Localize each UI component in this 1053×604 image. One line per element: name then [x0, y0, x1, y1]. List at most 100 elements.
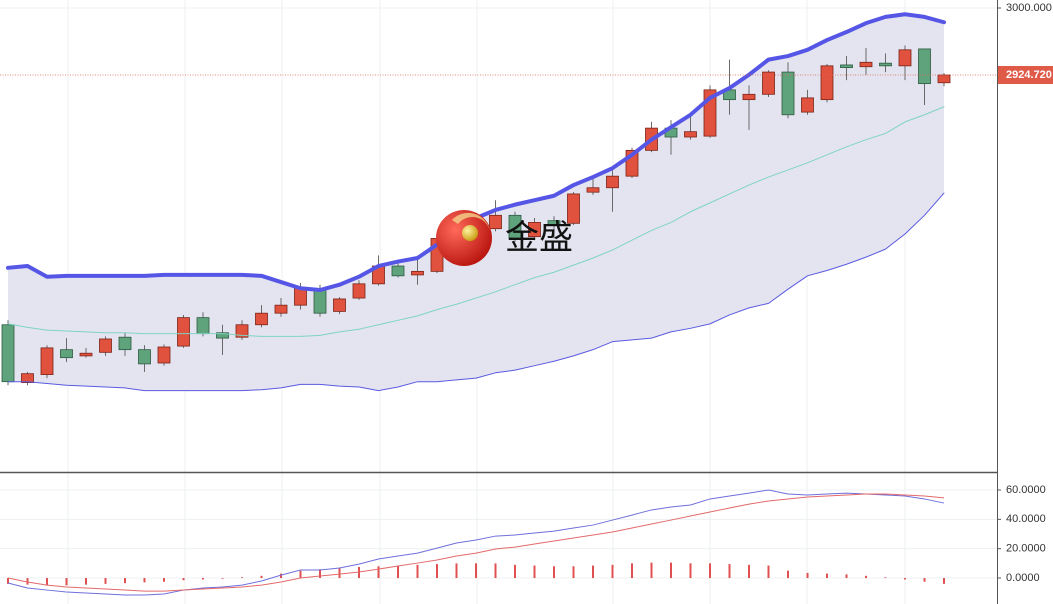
histogram-bar — [728, 564, 731, 579]
candle-body — [391, 265, 405, 277]
candle-body — [313, 288, 327, 314]
histogram-bar — [182, 578, 185, 581]
histogram-bar — [611, 564, 614, 579]
histogram-bar — [319, 569, 321, 579]
histogram-bar — [280, 573, 282, 579]
y-tick-label: 20.0000 — [1006, 543, 1046, 555]
histogram-bar — [26, 578, 29, 585]
candle-body — [352, 283, 366, 299]
histogram-bar — [572, 566, 575, 579]
histogram-bar — [514, 564, 516, 579]
histogram-bar — [884, 577, 887, 579]
candle-body — [118, 336, 132, 351]
band-line — [7, 192, 945, 392]
candle-body — [60, 349, 73, 359]
histogram-bar — [221, 578, 224, 579]
candle-body — [508, 214, 522, 239]
histogram-bar — [709, 563, 711, 579]
candle-body — [79, 352, 93, 357]
candle-body — [157, 346, 171, 364]
histogram-bar — [475, 563, 477, 579]
candle-body — [1, 324, 15, 383]
histogram-bar — [202, 578, 204, 580]
histogram-bar — [494, 563, 497, 579]
histogram-bar — [767, 565, 770, 579]
histogram-bar — [104, 578, 107, 584]
histogram-bar — [631, 563, 633, 579]
candle-body — [918, 48, 931, 85]
candle-body — [216, 332, 229, 339]
histogram-bar — [377, 566, 380, 579]
candle-body — [528, 222, 541, 238]
histogram-bar — [904, 578, 906, 580]
histogram-bar — [299, 570, 302, 579]
candle-body — [99, 338, 112, 353]
candle-body — [567, 193, 580, 224]
candle-body — [586, 187, 600, 193]
macd-line — [7, 489, 945, 596]
candle-body — [274, 304, 288, 314]
price-axis: 3000.000 2924.720 60.0000 40.0000 20.0000 0.0… — [997, 2, 1053, 584]
candle-body — [684, 131, 697, 138]
candle-body — [879, 62, 892, 67]
histogram-bar — [436, 564, 438, 579]
histogram-bar — [670, 562, 672, 579]
histogram-bar — [7, 578, 9, 584]
histogram-bar — [650, 562, 653, 579]
y-tick-label: 60.0000 — [1006, 484, 1046, 496]
histogram-bar — [553, 566, 555, 579]
candle-body — [294, 287, 307, 306]
histogram-bar — [124, 578, 126, 584]
y-tick-label: 40.0000 — [1006, 513, 1046, 525]
last-price-label: 2924.720 — [1006, 69, 1052, 81]
y-tick-label: 0.0000 — [1006, 572, 1040, 584]
last-price-box — [998, 65, 1053, 84]
y-tick-label: 3000.000 — [1006, 2, 1052, 14]
candle-body — [606, 175, 619, 189]
candle-body — [40, 347, 54, 375]
candle-body — [801, 97, 814, 113]
candle-body — [196, 317, 210, 335]
candle-body — [781, 71, 795, 116]
histogram-bar — [943, 578, 945, 584]
histogram-bar — [143, 578, 146, 583]
band-line — [7, 106, 945, 337]
histogram-bar — [241, 577, 243, 579]
histogram-bar — [533, 565, 536, 579]
candle-body — [762, 71, 775, 95]
histogram-bar — [806, 572, 809, 579]
histogram-bar — [787, 570, 789, 579]
histogram-bar — [748, 564, 750, 579]
watermark-logo — [436, 210, 492, 266]
candle-body — [547, 220, 561, 226]
histogram-bar — [923, 578, 926, 582]
histogram-bar — [826, 573, 828, 579]
macd-line — [7, 493, 945, 592]
histogram-bar — [865, 575, 867, 579]
histogram-bar — [338, 567, 341, 579]
histogram-bar — [358, 567, 360, 579]
histogram-bar — [85, 578, 87, 585]
histogram-bar — [163, 578, 165, 582]
candle-body — [898, 49, 912, 67]
candle-body — [859, 61, 873, 68]
histogram-bar — [845, 574, 848, 579]
candle-body — [177, 317, 190, 347]
histogram-bar — [592, 565, 594, 579]
candle-body — [235, 324, 249, 338]
histogram-bar — [46, 578, 48, 586]
histogram-bar — [260, 575, 263, 579]
histogram-bar — [689, 563, 692, 579]
candle-body — [840, 64, 853, 69]
candle-body — [742, 93, 756, 101]
histogram-bar — [397, 565, 399, 579]
histogram-bar — [65, 578, 68, 586]
candle-body — [820, 65, 834, 101]
candle-body — [21, 373, 34, 383]
candle-body — [138, 349, 151, 365]
candle-body — [333, 298, 346, 312]
candle-body — [489, 214, 502, 230]
candle-body — [255, 312, 268, 326]
candle-body — [937, 74, 951, 84]
